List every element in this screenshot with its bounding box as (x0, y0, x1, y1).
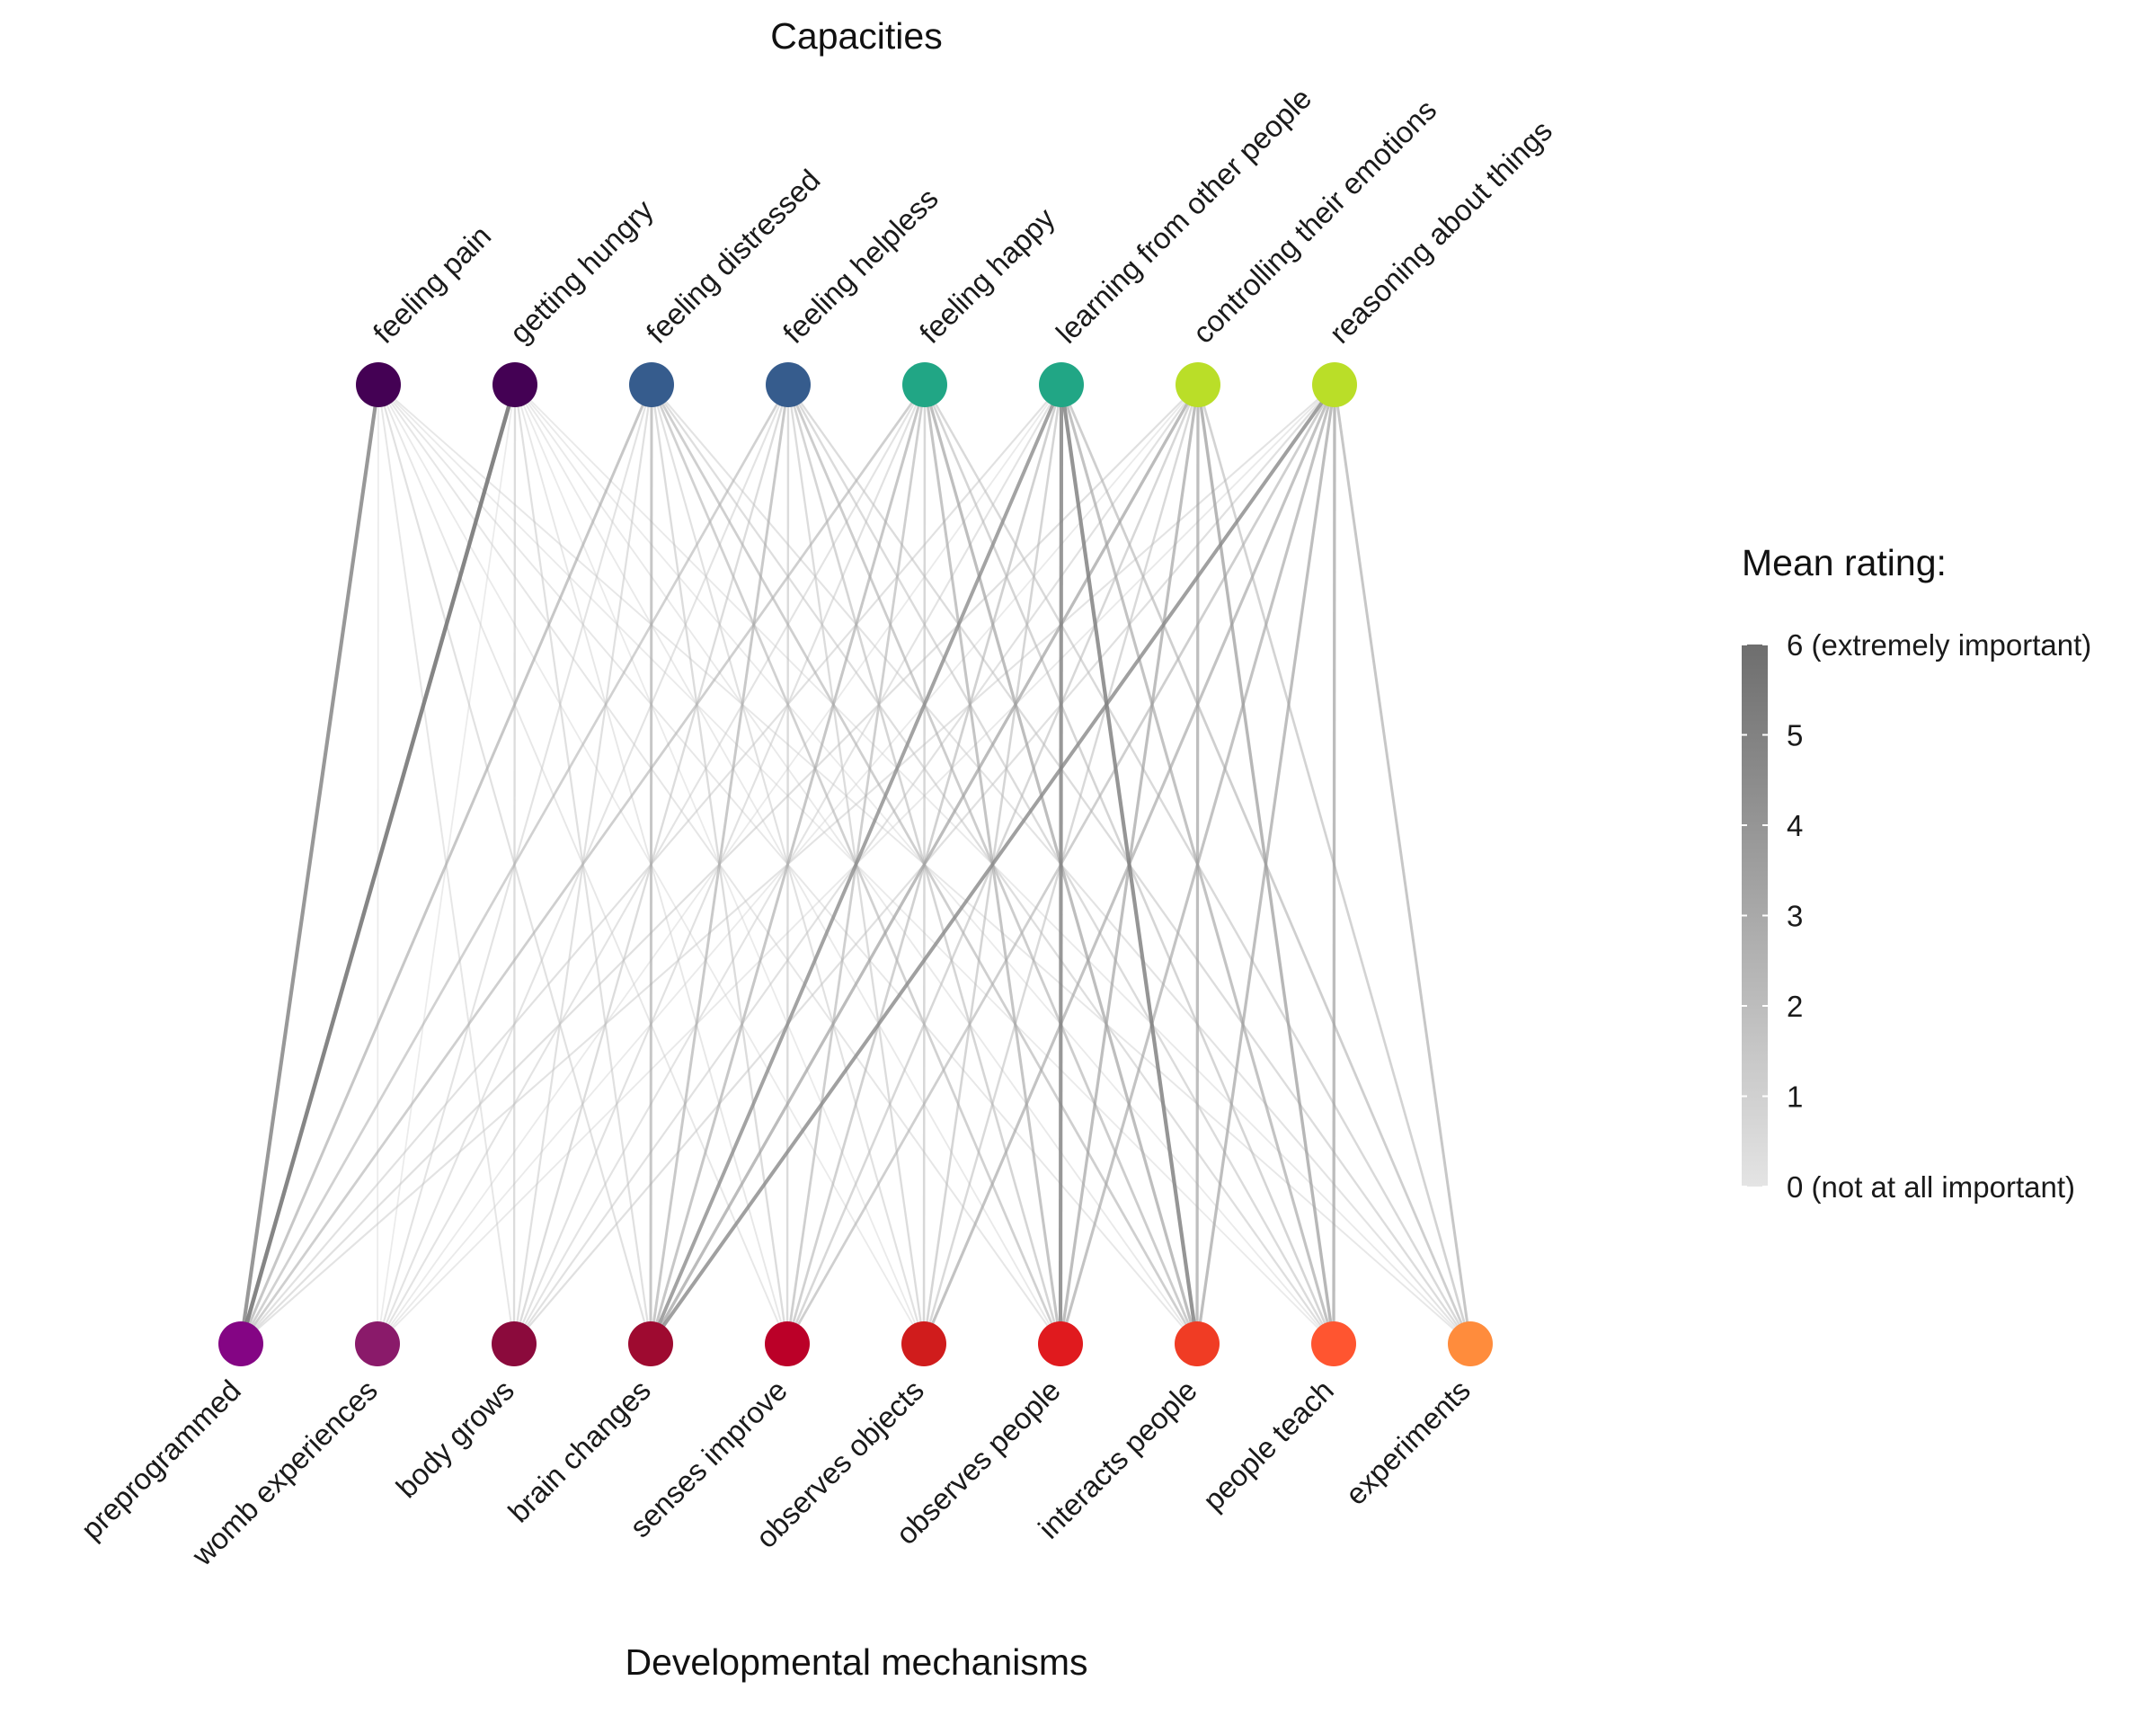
mechanism-label-body-grows: body grows (389, 1374, 519, 1504)
capacity-label-getting-hungry: getting hungry (503, 193, 660, 350)
capacity-label-reasoning-about-things: reasoning about things (1323, 114, 1558, 350)
mechanism-label-brain-changes: brain changes (501, 1374, 657, 1529)
mechanism-node-experiments (1448, 1321, 1493, 1366)
edge-controlling-their-emotions-brain-changes (649, 384, 1200, 1345)
mechanism-node-observes-people (1038, 1321, 1083, 1366)
edge-learning-from-other-people-brain-changes (649, 384, 1063, 1345)
mechanism-label-experiments: experiments (1339, 1374, 1477, 1511)
legend-title: Mean rating: (1742, 542, 1947, 583)
edge-feeling-happy-brain-changes (649, 384, 927, 1345)
mechanism-node-preprogrammed (218, 1321, 263, 1366)
capacity-label-feeling-happy: feeling happy (913, 201, 1061, 350)
mechanism-node-people-teach (1311, 1321, 1356, 1366)
legend-tick-label: 2 (1787, 990, 1803, 1023)
legend: Mean rating: 6 (extremely important) 5 4 3 2… (1742, 542, 2091, 1204)
edge-reasoning-about-things-people-teach (1332, 384, 1336, 1345)
capacity-label-controlling-their-emotions: controlling their emotions (1186, 93, 1443, 350)
capacity-node-controlling-their-emotions (1176, 362, 1220, 407)
mechanism-node-brain-changes (628, 1321, 673, 1366)
capacity-node-getting-hungry (492, 362, 537, 407)
edge-feeling-pain-preprogrammed (238, 384, 381, 1345)
legend-tick-label: 4 (1787, 809, 1803, 842)
legend-tick-label: 0 (not at all important) (1787, 1170, 2075, 1204)
mechanism-node-interacts-people (1175, 1321, 1220, 1366)
capacity-node-feeling-pain (356, 362, 401, 407)
edge-feeling-distressed-brain-changes (649, 384, 653, 1345)
capacity-node-reasoning-about-things (1312, 362, 1357, 407)
edge-feeling-helpless-preprogrammed (239, 384, 790, 1345)
edge-reasoning-about-things-experiments (1333, 384, 1472, 1345)
edge-learning-from-other-people-interacts-people (1059, 384, 1200, 1345)
legend-tick-label: 3 (1787, 900, 1803, 933)
edge-controlling-their-emotions-interacts-people (1195, 384, 1200, 1345)
edge-feeling-distressed-preprogrammed (239, 384, 653, 1345)
mechanisms-title: Developmental mechanisms (625, 1641, 1087, 1683)
edge-getting-hungry-preprogrammed (238, 384, 518, 1345)
edge-learning-from-other-people-observes-people (1058, 384, 1064, 1345)
edge-reasoning-about-things-brain-changes (649, 383, 1336, 1346)
mechanism-node-womb-experiences (355, 1321, 400, 1366)
mechanism-node-body-grows (492, 1321, 537, 1366)
capacity-node-feeling-helpless (766, 362, 811, 407)
edge-feeling-happy-preprogrammed (239, 384, 927, 1345)
capacity-node-learning-from-other-people (1039, 362, 1084, 407)
mechanism-node-senses-improve (765, 1321, 810, 1366)
legend-tick-label: 5 (1787, 719, 1803, 752)
capacities-title: Capacities (770, 15, 942, 57)
legend-tick-label: 1 (1787, 1080, 1803, 1114)
legend-ticks: 6 (extremely important) 5 4 3 2 1 0 (not at al… (1742, 628, 2091, 1204)
mechanism-node-observes-objects (901, 1321, 946, 1366)
capacity-node-feeling-distressed (629, 362, 674, 407)
mechanism-label-people-teach: people teach (1196, 1374, 1340, 1517)
edges-layer (238, 383, 1472, 1346)
capacity-node-feeling-happy (902, 362, 947, 407)
capacity-label-feeling-pain: feeling pain (367, 218, 498, 350)
edge-feeling-helpless-brain-changes (649, 384, 790, 1345)
legend-tick-label: 6 (extremely important) (1787, 628, 2091, 662)
capacity-label-learning-from-other-people: learning from other people (1050, 81, 1318, 350)
